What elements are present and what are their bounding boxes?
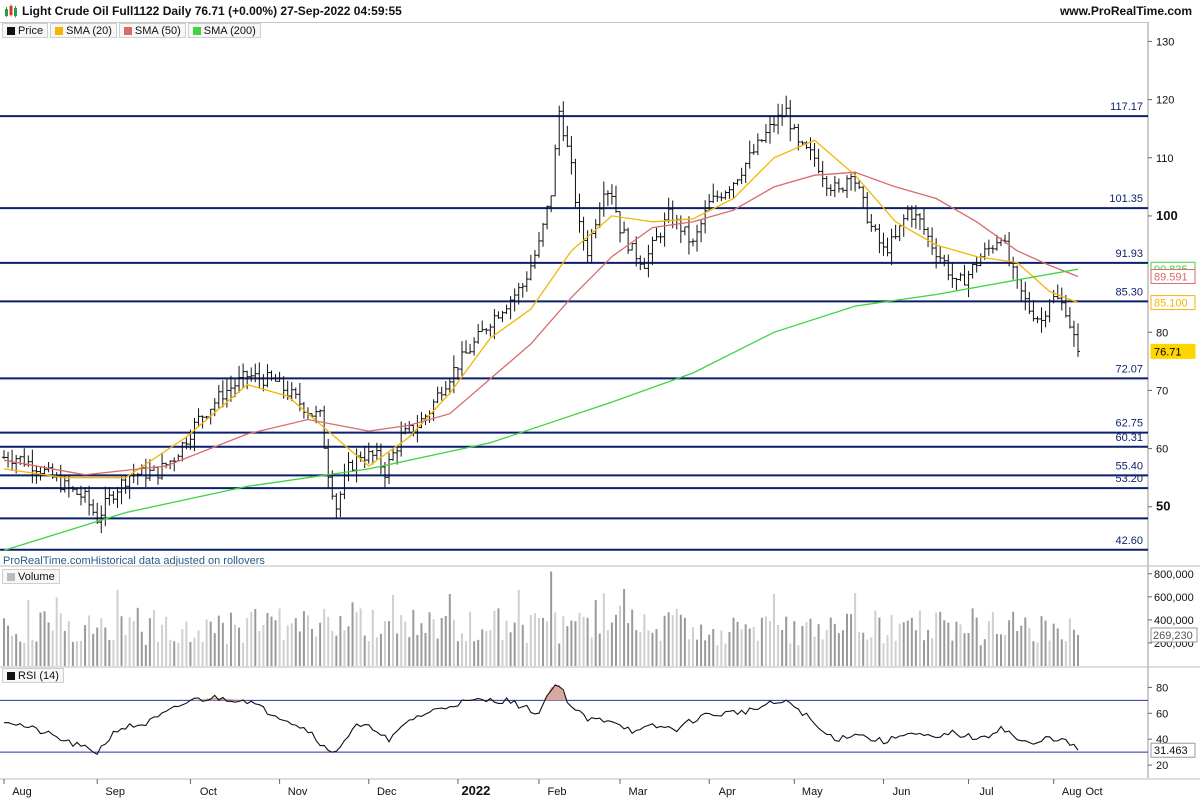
volume-tick-label: 800,000 [1154, 569, 1194, 581]
legend-sma50-label: SMA (50) [134, 24, 181, 37]
data-source-note: ProRealTime.comHistorical data adjusted … [3, 555, 265, 567]
value-tag-box [1150, 343, 1196, 359]
price-legend: Price SMA (20) SMA (50) SMA (200) [2, 23, 263, 38]
legend-sma20-label: SMA (20) [66, 24, 112, 37]
level-label: 53.20 [1115, 473, 1143, 485]
legend-sma20-swatch [55, 26, 64, 35]
level-label: 42.60 [1115, 535, 1143, 547]
level-label: 72.07 [1115, 363, 1143, 375]
value-tag-label: 85.100 [1154, 298, 1188, 310]
x-month-label: Dec [377, 786, 397, 798]
volume-swatch [7, 572, 15, 581]
volume-value-tag-box [1150, 627, 1198, 643]
x-month-label: May [802, 786, 823, 798]
value-tag-box [1150, 295, 1196, 311]
x-month-label: Nov [288, 786, 308, 798]
level-label: 62.75 [1115, 418, 1143, 430]
x-month-label: 2022 [461, 783, 490, 798]
legend-sma50[interactable]: SMA (50) [118, 23, 186, 38]
level-label: 55.40 [1115, 460, 1143, 472]
x-month-label: Sep [105, 786, 125, 798]
price-tick-label: 70 [1156, 385, 1168, 397]
x-month-label: Aug [1062, 786, 1082, 798]
sma-series-line [3, 171, 1079, 476]
rsi-swatch [7, 671, 15, 680]
site-url: www.ProRealTime.com [1059, 4, 1192, 18]
legend-sma200-label: SMA (200) [203, 24, 256, 37]
level-label: 91.93 [1115, 248, 1143, 260]
instrument-title: Light Crude Oil Full1122 Daily 76.71 (+0… [22, 4, 402, 18]
legend-sma50-swatch [123, 26, 132, 35]
legend-sma200[interactable]: SMA (200) [187, 23, 261, 38]
sma-series-line [3, 268, 1079, 552]
chart-header: Light Crude Oil Full1122 Daily 76.71 (+0… [0, 0, 1200, 23]
rsi-overbought-fill [190, 697, 248, 701]
rsi-legend-label: RSI (14) [18, 669, 59, 682]
legend-price-swatch [7, 26, 15, 35]
volume-value-tag-label: 269,230 [1153, 630, 1193, 642]
volume-tick-label: 600,000 [1154, 592, 1194, 604]
legend-price[interactable]: Price [2, 23, 49, 38]
level-label: 117.17 [1110, 101, 1143, 113]
volume-tick-label: 400,000 [1154, 615, 1194, 627]
level-label: 101.35 [1109, 193, 1143, 205]
rsi-tick-label: 20 [1156, 760, 1168, 772]
axis-column [1148, 22, 1200, 778]
x-month-label-oct: Oct [1085, 786, 1102, 798]
price-tick-label: 50 [1156, 499, 1170, 514]
price-tick-label: 100 [1156, 208, 1178, 223]
rsi-legend[interactable]: RSI (14) [2, 668, 64, 683]
volume-legend[interactable]: Volume [2, 569, 60, 584]
legend-sma20[interactable]: SMA (20) [50, 23, 117, 38]
value-tag-label: 89.591 [1154, 271, 1188, 283]
rsi-tick-label: 60 [1156, 708, 1168, 720]
legend-sma200-swatch [192, 26, 201, 35]
price-tick-label: 60 [1156, 444, 1168, 456]
value-tag-label: 76.71 [1154, 346, 1182, 358]
rsi-line [3, 684, 1079, 755]
value-tag-box [1150, 268, 1196, 284]
price-tick-label: 80 [1156, 327, 1168, 339]
rsi-value-tag-label: 31.463 [1154, 745, 1188, 757]
level-label: 60.31 [1115, 432, 1143, 444]
price-tick-label: 110 [1156, 153, 1174, 165]
rsi-tick-label: 80 [1156, 682, 1168, 694]
x-month-label: Apr [719, 786, 736, 798]
volume-legend-label: Volume [18, 570, 55, 583]
app-logo-icon [5, 4, 17, 18]
price-tick-label: 130 [1156, 36, 1174, 48]
x-month-label: Jun [893, 786, 911, 798]
x-month-label: Jul [980, 786, 994, 798]
sma-series-line [3, 139, 1079, 479]
x-month-label: Aug [12, 786, 32, 798]
x-month-label: Feb [547, 786, 566, 798]
price-tick-label: 120 [1156, 95, 1174, 107]
x-month-label: Mar [629, 786, 648, 798]
legend-price-label: Price [18, 24, 44, 37]
rsi-value-tag-box [1150, 742, 1196, 758]
x-month-label: Oct [200, 786, 217, 798]
level-label: 85.30 [1115, 286, 1143, 298]
